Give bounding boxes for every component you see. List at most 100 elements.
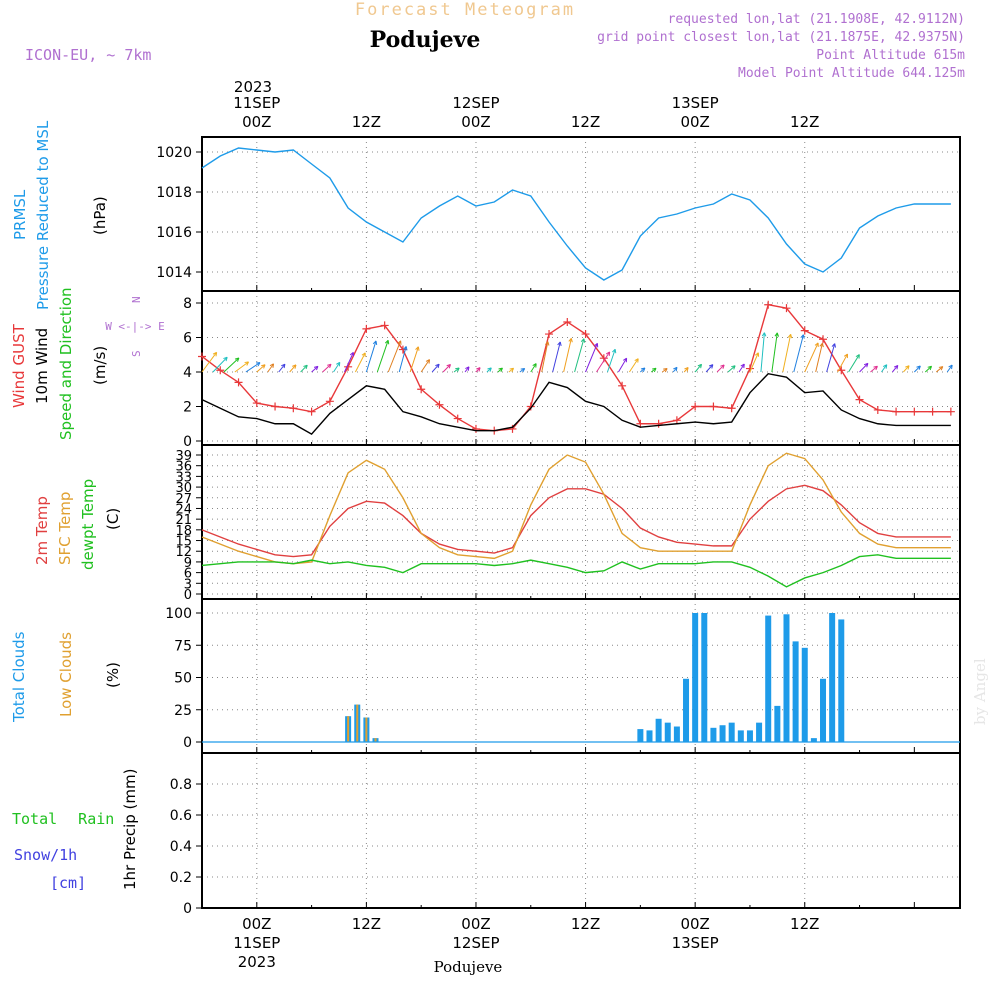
y-tick-label: 15 — [175, 535, 192, 550]
wind-arrow-head — [509, 367, 515, 373]
bottom-hour-label: 12Z — [352, 915, 381, 933]
total-cloud-bar — [765, 615, 772, 742]
wind-arrow-head — [622, 357, 628, 363]
pressure-labels: PRMSL Pressure Reduced to MSL (hPa) — [11, 120, 109, 310]
wind-arrow-head — [372, 340, 378, 345]
wind-direction-arrow — [607, 349, 616, 373]
y-tick-label: 3 — [184, 577, 192, 592]
y-tick-label: 75 — [174, 638, 192, 654]
gust-marker — [325, 397, 334, 406]
gust-marker — [709, 402, 718, 411]
requested-coords: requested lon,lat (21.1908E, 42.9112N) — [668, 12, 965, 27]
y-tick-label: 6 — [184, 567, 192, 582]
panel-4: 0 25 50 75 100 — [165, 598, 961, 754]
wind-direction-arrow — [826, 343, 836, 373]
precip-labels: Total Rain Snow/1h [cm] 1hr Precip (mm) — [12, 769, 139, 892]
series-sfc-temp — [201, 452, 951, 565]
gust-marker — [928, 407, 937, 416]
low-cloud-bar — [365, 717, 368, 742]
model-label: ICON-EU, ~ 7km — [25, 46, 151, 64]
wind-arrow-head — [520, 368, 526, 373]
wind-arrow-head — [313, 365, 319, 371]
top-date-label: 12SEP — [452, 94, 499, 112]
wind-direction-arrow — [924, 365, 932, 373]
gust-marker — [764, 300, 773, 309]
wind-direction-arrow — [223, 357, 240, 373]
y-tick-label: 0 — [183, 434, 192, 450]
total-cloud-bar — [701, 613, 708, 742]
gust-marker — [782, 304, 791, 313]
wind-dir-label: Speed and Direction — [57, 287, 75, 440]
bottom-hour-label: 12Z — [790, 915, 819, 933]
wind-arrow-head — [269, 363, 275, 368]
low-cloud-bar — [356, 704, 359, 742]
wind-direction-arrow — [344, 352, 354, 373]
wind-arrow-head — [697, 363, 703, 369]
y-tick-label: 18 — [175, 524, 192, 539]
total-clouds-label: Total Clouds — [10, 631, 28, 723]
wind-direction-arrow — [201, 352, 218, 373]
gust-marker — [873, 405, 882, 414]
gust-marker — [691, 402, 700, 411]
wind-direction-arrow — [420, 359, 430, 373]
panel-2: 0 2 4 6 8 — [183, 290, 961, 450]
y-tick-label: 0 — [183, 901, 192, 917]
y-tick-label: 33 — [175, 470, 192, 485]
wind-arrow-head — [774, 332, 780, 337]
total-cloud-bar — [655, 718, 662, 742]
wind-direction-arrow — [782, 334, 792, 373]
total-cloud-bar — [801, 647, 808, 742]
wind-arrow-head — [336, 361, 341, 367]
wind-arrow-head — [605, 351, 611, 356]
series-dewpt-temp — [201, 554, 951, 588]
gust-marker — [362, 324, 371, 333]
bottom-year-label: 2023 — [238, 953, 276, 971]
wind-arrow-head — [397, 340, 402, 345]
gust-marker — [855, 395, 864, 404]
bottom-hour-label: 00Z — [680, 915, 709, 933]
total-cloud-bar — [774, 705, 781, 742]
wind-arrow-head — [863, 362, 869, 368]
wind-arrow-head — [927, 365, 933, 371]
wind-arrow-head — [800, 334, 805, 339]
series-10m-wind — [201, 372, 951, 435]
wind-direction-arrow — [333, 362, 341, 373]
panel-frame — [201, 752, 961, 909]
total-cloud-bar — [783, 614, 790, 742]
total-cloud-bar — [637, 729, 644, 742]
wind-arrow-head — [720, 364, 725, 369]
wind-arrow-head — [761, 332, 767, 337]
gust-marker — [216, 366, 225, 375]
wind-direction-arrow — [738, 363, 745, 373]
wind-arrow-head — [882, 364, 888, 369]
y-tick-label: 24 — [175, 502, 192, 517]
top-hour-label: 00Z — [461, 113, 490, 131]
wind-unit: (m/s) — [91, 346, 109, 385]
wind-arrow-head — [425, 359, 431, 364]
watermark: by Angel — [971, 658, 989, 725]
total-cloud-bar — [810, 738, 817, 742]
gust-marker — [636, 419, 645, 428]
wind-arrow-head — [814, 342, 819, 347]
low-cloud-bar — [374, 738, 377, 742]
series-prmsl — [201, 147, 951, 281]
wind-arrow-head — [292, 364, 297, 369]
y-tick-label: 36 — [175, 460, 192, 475]
total-cloud-bar — [829, 613, 836, 742]
total-cloud-bar — [646, 730, 653, 742]
wind-arrow-head — [938, 366, 944, 371]
wind-direction-arrow — [442, 364, 451, 373]
gust-marker — [380, 321, 389, 330]
series-wind-gust — [201, 303, 951, 432]
gust-marker — [654, 419, 663, 428]
wind-direction-arrow — [837, 353, 848, 373]
wind-direction-arrow — [935, 366, 944, 373]
gust-marker — [453, 414, 462, 423]
series-2m-temp — [201, 484, 951, 558]
wind-direction-arrow — [376, 340, 389, 373]
y-tick-label: 25 — [174, 703, 192, 719]
gust-marker — [435, 400, 444, 409]
y-tick-label: 0.8 — [170, 777, 192, 793]
bottom-date-label: 11SEP — [233, 934, 280, 952]
wind-direction-arrow — [398, 346, 407, 373]
